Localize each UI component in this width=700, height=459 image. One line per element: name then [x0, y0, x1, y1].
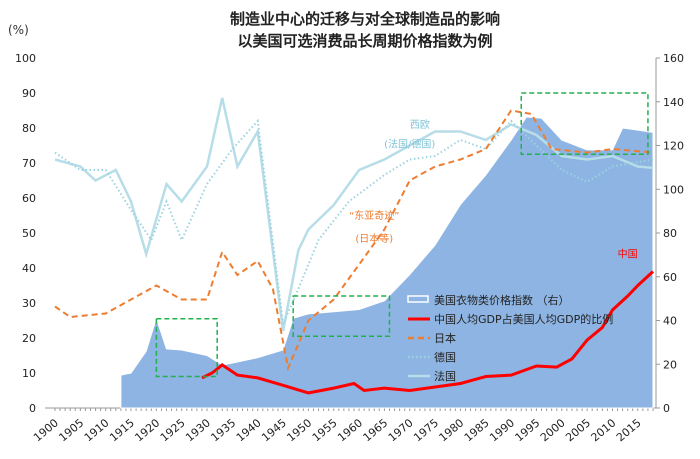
y-tick-label: 70 [22, 157, 36, 170]
x-tick-label: 1965 [361, 416, 391, 444]
x-tick-label: 1955 [310, 416, 340, 444]
series-area-us-apparel [120, 116, 654, 409]
annotation: “东亚奇迹” [349, 209, 399, 222]
x-tick-label: 2015 [614, 416, 644, 444]
x-tick-label: 1985 [462, 416, 492, 444]
annotation: 西欧 [410, 119, 430, 131]
x-tick-label: 1900 [31, 416, 61, 444]
x-tick-label: 1975 [411, 416, 441, 444]
y-tick-label: 60 [22, 192, 36, 205]
highlight-box [292, 295, 391, 337]
y2-tick-label: 0 [663, 402, 670, 415]
y2-tick-label: 80 [663, 227, 677, 240]
x-tick-label: 1920 [132, 416, 162, 444]
y-axis-label: (%) [8, 23, 29, 37]
legend-label: 中国人均GDP占美国人均GDP的比例 [434, 312, 613, 326]
highlight-box [155, 318, 218, 378]
x-tick-label: 1995 [513, 416, 543, 444]
annotation: (日本等) [355, 232, 393, 245]
x-tick-label: 1980 [437, 416, 467, 444]
legend-label: 法国 [434, 369, 456, 383]
y-tick-label: 30 [22, 297, 36, 310]
x-tick-label: 2010 [589, 416, 619, 444]
x-tick-label: 1945 [259, 416, 289, 444]
y-tick-label: 0 [29, 402, 36, 415]
y2-tick-label: 60 [663, 271, 677, 284]
y-tick-label: 10 [22, 367, 36, 380]
y-tick-label: 80 [22, 122, 36, 135]
x-tick-label: 1940 [234, 416, 264, 444]
x-tick-label: 1960 [335, 416, 365, 444]
legend-label: 美国衣物类价格指数 （右） [434, 293, 570, 307]
x-tick-label: 2005 [563, 416, 593, 444]
x-tick-label: 1930 [183, 416, 213, 444]
x-tick-label: 2000 [538, 416, 568, 444]
x-tick-label: 1935 [208, 416, 238, 444]
series-line-3 [54, 118, 654, 328]
x-tick-label: 1950 [285, 416, 315, 444]
x-tick-label: 1990 [487, 416, 517, 444]
x-tick-label: 1905 [56, 416, 86, 444]
x-tick-label: 1915 [107, 416, 137, 444]
y-tick-label: 20 [22, 332, 36, 345]
legend-swatch [407, 295, 429, 303]
y2-tick-label: 40 [663, 315, 677, 328]
y-tick-label: 50 [22, 227, 36, 240]
chart-title: 以美国可选消费品长周期价格指数为例 [237, 32, 492, 50]
y-tick-label: 90 [22, 87, 36, 100]
series-line-2 [54, 109, 654, 372]
y2-tick-label: 20 [663, 358, 677, 371]
y-tick-label: 100 [15, 52, 36, 65]
x-tick-label: 1925 [158, 416, 188, 444]
legend-label: 日本 [434, 331, 456, 345]
x-tick-label: 1910 [82, 416, 112, 444]
chart-title: 制造业中心的迁移与对全球制造品的影响 [230, 10, 500, 28]
legend-label: 德国 [434, 350, 456, 364]
highlight-box [520, 92, 649, 155]
x-tick-label: 1970 [386, 416, 416, 444]
y2-tick-label: 100 [663, 183, 684, 196]
annotation: 中国 [618, 248, 638, 261]
y-tick-label: 40 [22, 262, 36, 275]
series-line-4 [54, 97, 654, 332]
series-line-1 [201, 270, 655, 395]
y2-tick-label: 160 [663, 52, 684, 65]
y2-tick-label: 120 [663, 140, 684, 153]
annotation: (法国/德国) [384, 137, 435, 150]
y2-tick-label: 140 [663, 96, 684, 109]
